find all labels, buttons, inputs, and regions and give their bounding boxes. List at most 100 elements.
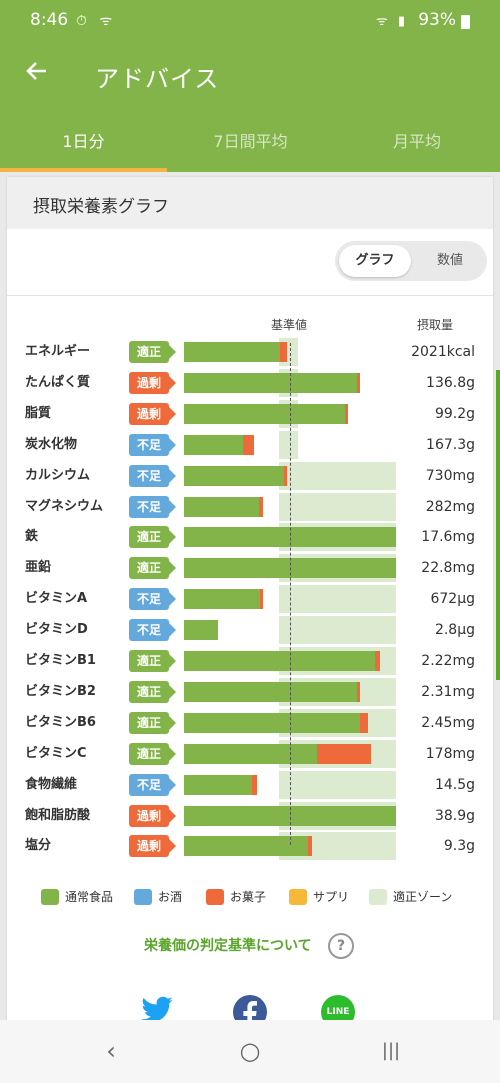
bar-sweets bbox=[283, 465, 287, 486]
intake-value: 2.45mg bbox=[421, 714, 475, 731]
bar-sweets bbox=[251, 774, 258, 795]
bar-sweets bbox=[356, 681, 360, 702]
app-bar: アドバイス bbox=[0, 38, 500, 112]
bar-normal-food bbox=[184, 496, 260, 517]
legend-label: サプリ bbox=[313, 890, 350, 904]
column-header-standard: 基準値 bbox=[271, 318, 308, 332]
nav-recent-apps-icon[interactable]: ||| bbox=[381, 1040, 401, 1061]
bar-normal-food bbox=[184, 620, 218, 641]
optimal-zone bbox=[279, 430, 299, 459]
status-time: 8:46 bbox=[30, 10, 69, 30]
intake-value: 14.5g bbox=[434, 776, 475, 793]
nav-back-icon[interactable]: ‹ bbox=[106, 1037, 116, 1065]
bar-sweets bbox=[345, 403, 349, 424]
intake-value: 2.8µg bbox=[434, 622, 475, 639]
legend-swatch bbox=[289, 889, 307, 905]
legend-label: お菓子 bbox=[230, 890, 267, 904]
tab-one-day[interactable]: 1日分 bbox=[62, 132, 105, 151]
bar-normal-food bbox=[184, 743, 317, 764]
status-notification-icons: ⏱ ᯤ bbox=[76, 13, 117, 29]
tab-seven-day-average[interactable]: 7日間平均 bbox=[213, 132, 288, 151]
intake-value: 2.22mg bbox=[421, 653, 475, 669]
bar-normal-food bbox=[184, 434, 244, 455]
nutrient-name: マグネシウム bbox=[25, 498, 104, 514]
intake-value: 2.31mg bbox=[421, 683, 475, 700]
optimal-zone bbox=[279, 585, 396, 614]
judgement-badge: 過剰 bbox=[129, 835, 176, 858]
nutrient-name: ビタミンD bbox=[25, 622, 88, 638]
nutrient-name: ビタミンB1 bbox=[25, 653, 96, 668]
intake-value: 136.8g bbox=[426, 374, 475, 391]
legend-swatch bbox=[369, 889, 387, 905]
nutrient-chart: エネルギー 適正 2021kcal たんぱく質 過剰 136.8g 脂質 過剰 99.2g 炭水化… bbox=[7, 177, 493, 1027]
judgement-badge: 適正 bbox=[129, 742, 176, 765]
bar-sweets bbox=[308, 836, 313, 857]
legend-swatch bbox=[206, 889, 224, 905]
legend-label: 通常食品 bbox=[65, 890, 114, 904]
bar-normal-food bbox=[184, 681, 357, 702]
bar-normal-food bbox=[184, 589, 261, 610]
tab-monthly-average[interactable]: 月平均 bbox=[392, 132, 441, 151]
scrollbar-thumb[interactable] bbox=[496, 370, 500, 680]
judgement-badge: 不足 bbox=[129, 495, 176, 518]
intake-value: 730mg bbox=[425, 467, 475, 484]
legend: 通常食品 お酒 お菓子 サプリ 適正ゾーン bbox=[7, 885, 493, 909]
bar-sweets bbox=[316, 743, 371, 764]
nutrient-name: エネルギー bbox=[25, 344, 91, 359]
status-bar: 8:46 ⏱ ᯤ ᯤ ▮ 93% bbox=[0, 0, 500, 38]
nutrient-graph-card: 摂取栄養素グラフ グラフ 数値 基準値 摂取量 エネルギー 適正 2021kcal た… bbox=[7, 177, 493, 1029]
legend-swatch bbox=[134, 889, 152, 905]
intake-value: 99.2g bbox=[434, 405, 475, 422]
view-toggle: グラフ 数値 bbox=[335, 241, 487, 281]
nutrient-name: 炭水化物 bbox=[25, 436, 78, 452]
judgement-badge: 適正 bbox=[129, 341, 176, 363]
period-tabs: 1日分 7日間平均 月平均 bbox=[0, 112, 500, 172]
bar-sweets bbox=[259, 496, 264, 517]
bar-normal-food bbox=[184, 403, 346, 424]
judgement-criteria-link[interactable]: 栄養価の判定基準について bbox=[144, 938, 312, 954]
judgement-badge: 過剰 bbox=[129, 402, 176, 425]
intake-value: 17.6mg bbox=[421, 529, 475, 546]
bar-sweets bbox=[359, 712, 369, 733]
bar-normal-food bbox=[184, 465, 284, 486]
card-title: 摂取栄養素グラフ bbox=[33, 197, 169, 217]
nutrient-name: ビタミンB6 bbox=[25, 714, 96, 730]
optimal-zone bbox=[279, 461, 396, 490]
bar-sweets bbox=[243, 434, 254, 455]
bar-normal-food bbox=[184, 712, 360, 733]
nav-home-icon[interactable]: ○ bbox=[239, 1037, 261, 1065]
optimal-zone bbox=[279, 616, 396, 645]
judgement-badge: 適正 bbox=[129, 680, 176, 703]
bar-sweets bbox=[280, 342, 287, 362]
nutrient-name: ビタミンC bbox=[25, 745, 87, 761]
nutrient-name: カルシウム bbox=[25, 467, 91, 483]
intake-value: 282mg bbox=[425, 498, 475, 515]
toggle-values[interactable]: 数値 bbox=[436, 253, 463, 268]
nutrient-name: 亜鉛 bbox=[25, 560, 52, 576]
judgement-badge: 不足 bbox=[129, 773, 176, 796]
twitter-icon[interactable] bbox=[138, 992, 176, 1026]
tab-indicator bbox=[0, 168, 167, 172]
battery-icon bbox=[461, 15, 470, 29]
standard-line bbox=[290, 343, 291, 845]
nutrient-name: 鉄 bbox=[25, 529, 39, 545]
toggle-graph[interactable]: グラフ bbox=[339, 245, 411, 277]
back-arrow-icon[interactable] bbox=[22, 56, 52, 86]
judgement-badge: 不足 bbox=[129, 464, 176, 487]
judgement-badge: 適正 bbox=[129, 526, 176, 549]
nutrient-name: 塩分 bbox=[25, 838, 52, 854]
nutrient-name: たんぱく質 bbox=[25, 374, 91, 390]
bar-normal-food bbox=[184, 651, 375, 671]
judgement-badge: 不足 bbox=[129, 619, 176, 642]
column-header-intake: 摂取量 bbox=[417, 318, 454, 332]
optimal-zone bbox=[279, 770, 396, 799]
intake-value: 38.9g bbox=[434, 807, 475, 824]
intake-value: 2021kcal bbox=[411, 344, 475, 360]
nutrient-name: 飽和脂肪酸 bbox=[25, 807, 91, 823]
nutrient-name: 脂質 bbox=[25, 405, 52, 421]
divider bbox=[7, 295, 493, 296]
bar-normal-food bbox=[184, 774, 252, 795]
nutrient-name: ビタミンA bbox=[25, 591, 88, 607]
help-icon[interactable]: ? bbox=[328, 933, 354, 959]
legend-label: お酒 bbox=[158, 890, 183, 904]
